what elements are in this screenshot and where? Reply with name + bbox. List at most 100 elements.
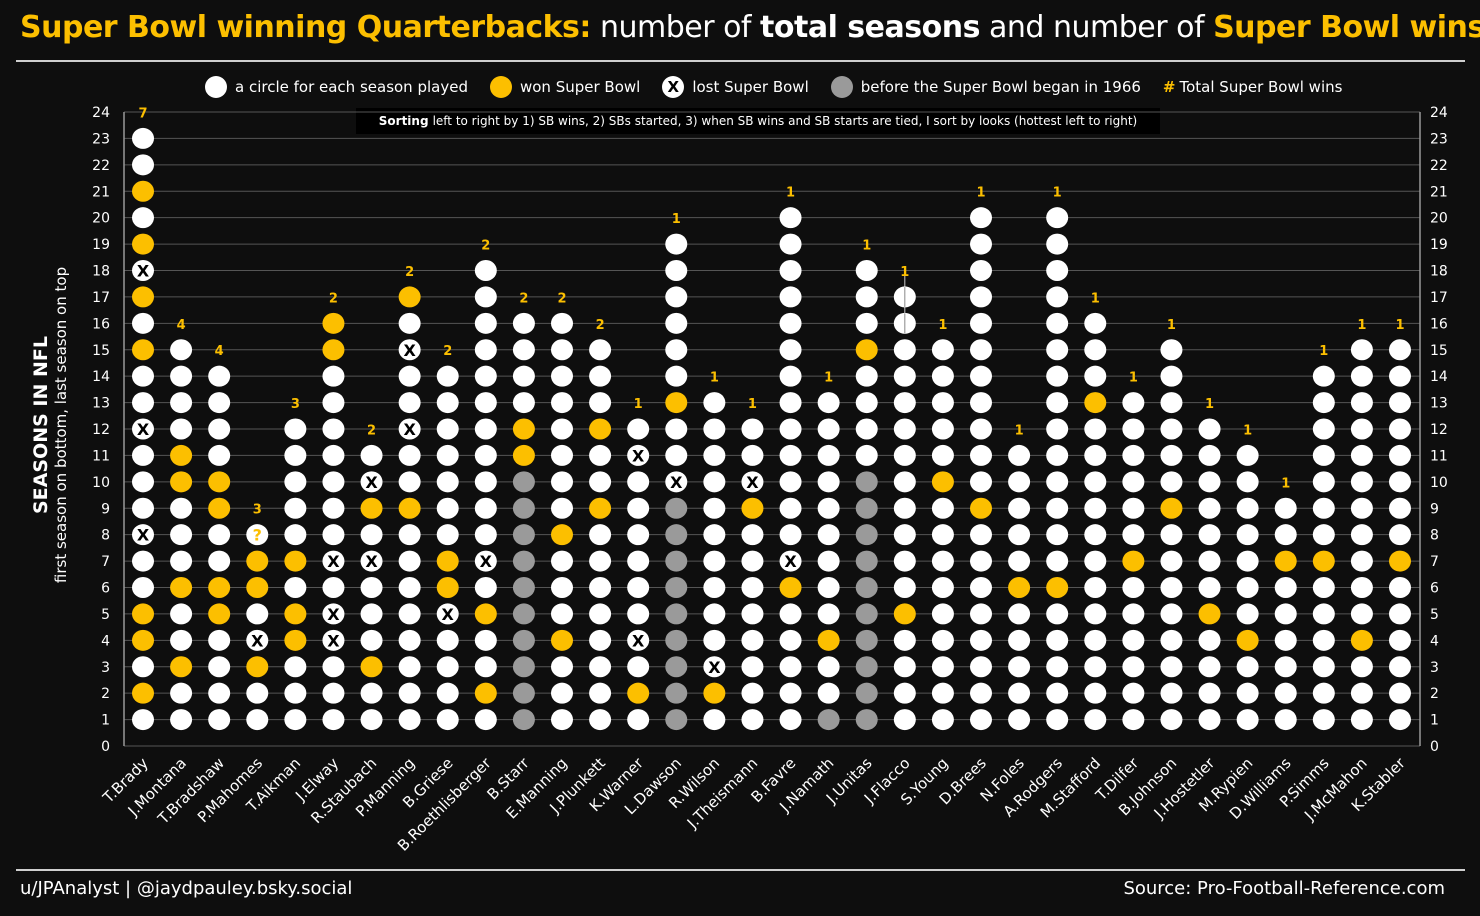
season-circle: [474, 577, 497, 598]
season-circle: [1008, 471, 1031, 493]
season-circle: [1160, 629, 1183, 651]
season-circle: [1236, 656, 1259, 678]
season-circle: [741, 550, 764, 572]
season-circle: [1312, 444, 1335, 466]
season-circle: [551, 418, 573, 440]
x-mark: X: [442, 605, 455, 624]
season-circle: [893, 524, 916, 546]
pre-super-bowl-circle: [855, 682, 878, 704]
season-circle: [1312, 365, 1335, 387]
chart-title: Super Bowl winning Quarterbacks: number …: [20, 10, 1480, 45]
lost-super-bowl-circle: [665, 471, 688, 493]
season-circle: [741, 577, 764, 598]
won-super-bowl-circle: [779, 577, 802, 598]
y-tick-label-right: 4: [1430, 633, 1439, 649]
season-circle: [665, 260, 688, 281]
won-super-bowl-circle: [360, 656, 383, 678]
y-tick-label-right: 7: [1430, 554, 1439, 570]
won-super-bowl-circle: [170, 577, 193, 598]
season-circle: [512, 365, 535, 387]
won-super-bowl-circle: [703, 682, 726, 704]
y-tick-label-right: 14: [1430, 369, 1448, 385]
season-circle: [474, 286, 497, 308]
season-circle: [1008, 550, 1031, 572]
season-circle: [1389, 524, 1411, 546]
season-circle: [589, 444, 612, 466]
season-circle: [170, 603, 193, 625]
won-super-bowl-circle: [132, 233, 154, 255]
season-circle: [1160, 603, 1183, 625]
season-circle: [627, 577, 650, 598]
season-circle: [398, 577, 421, 598]
season-circle: [1046, 682, 1069, 704]
season-circle: [779, 260, 802, 281]
season-circle: [1236, 682, 1259, 704]
season-circle: [132, 577, 154, 598]
season-circle: [1046, 286, 1069, 308]
pre-super-bowl-circle: [855, 603, 878, 625]
won-super-bowl-circle: [665, 392, 688, 414]
win-count-label: 1: [1243, 423, 1252, 438]
season-circle: [436, 418, 459, 440]
y-tick-label-left: 16: [92, 316, 110, 332]
season-circle: [1122, 497, 1145, 519]
season-circle: [817, 444, 840, 466]
season-circle: [436, 392, 459, 414]
season-circle: [474, 312, 497, 334]
season-circle: [170, 418, 193, 440]
won-super-bowl-circle: [1236, 629, 1259, 651]
season-circle: [360, 709, 383, 731]
pre-super-bowl-circle: [665, 524, 688, 546]
season-circle: [817, 497, 840, 519]
season-circle: [1389, 339, 1411, 361]
season-circle: [893, 365, 916, 387]
season-circle: [1122, 656, 1145, 678]
season-circle: [1046, 207, 1069, 229]
season-circle: [589, 392, 612, 414]
pre-super-bowl-circle: [855, 577, 878, 598]
season-circle: [1084, 444, 1107, 466]
season-circle: [855, 418, 878, 440]
season-circle: [1084, 365, 1107, 387]
y-tick-label-right: 18: [1430, 264, 1448, 280]
season-circle: [436, 471, 459, 493]
y-tick-label-left: 5: [101, 607, 110, 623]
season-circle: [665, 286, 688, 308]
season-circle: [970, 339, 992, 361]
season-circle: [398, 656, 421, 678]
x-mark: X: [327, 631, 340, 650]
season-circle: [893, 418, 916, 440]
season-circle: [627, 550, 650, 572]
pre-super-bowl-circle: [665, 682, 688, 704]
season-circle: [1160, 550, 1183, 572]
season-circle: [703, 550, 726, 572]
season-circle: [893, 392, 916, 414]
season-circle: [1046, 497, 1069, 519]
y-tick-label-right: 22: [1430, 158, 1448, 174]
y-tick-label-left: 6: [101, 581, 110, 597]
season-circle: [665, 233, 688, 255]
won-super-bowl-circle: [855, 339, 878, 361]
won-super-bowl-circle: [284, 629, 307, 651]
season-circle: [1350, 339, 1373, 361]
pre-super-bowl-circle: [512, 709, 535, 731]
season-circle: [170, 709, 193, 731]
season-circle: [627, 418, 650, 440]
season-circle: [1046, 339, 1069, 361]
season-circle: [1160, 339, 1183, 361]
white-circle-icon: [205, 76, 227, 98]
season-circle: [855, 365, 878, 387]
won-super-bowl-circle: [170, 656, 193, 678]
season-circle: [1236, 497, 1259, 519]
season-circle: [1350, 392, 1373, 414]
season-circle: [1274, 497, 1297, 519]
season-circle: [589, 339, 612, 361]
season-circle: [893, 682, 916, 704]
season-circle: [931, 392, 954, 414]
pre-super-bowl-circle: [512, 629, 535, 651]
season-circle: [1160, 656, 1183, 678]
season-circle: [1312, 392, 1335, 414]
won-super-bowl-circle: [360, 497, 383, 519]
season-circle: [436, 629, 459, 651]
y-tick-label-left: 2: [101, 686, 110, 702]
